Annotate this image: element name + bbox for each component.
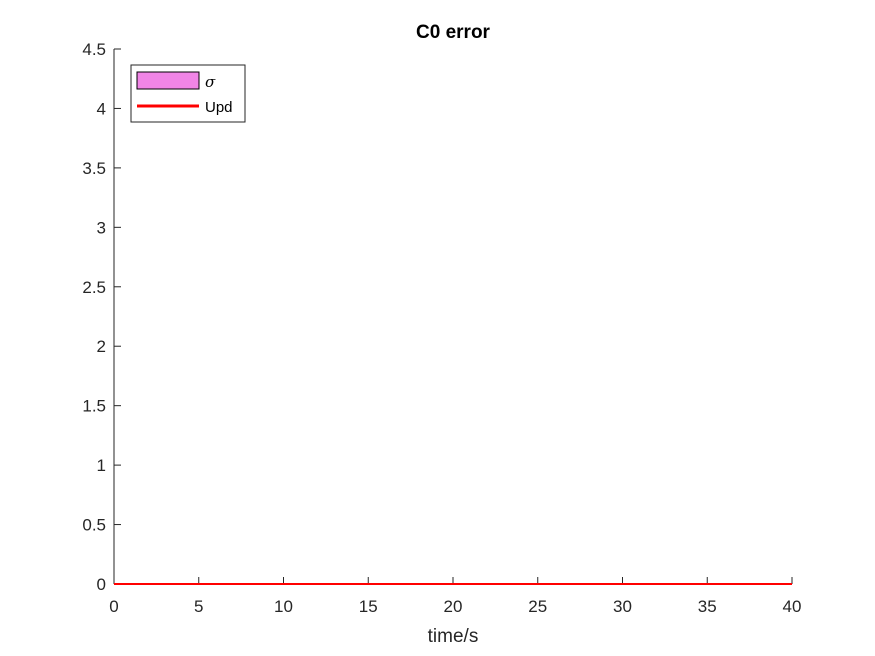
series-layer [114, 583, 792, 585]
x-axis-label: time/s [428, 626, 479, 647]
x-tick-label: 35 [698, 597, 717, 616]
x-ticks: 0 5 10 15 20 25 30 35 40 [109, 577, 801, 616]
y-tick-label: 3 [97, 218, 106, 237]
x-tick-label: 30 [613, 597, 632, 616]
y-tick-label: 4.5 [82, 40, 106, 59]
x-tick-label: 15 [359, 597, 378, 616]
legend-label-upd: Upd [205, 99, 233, 116]
y-tick-label: 4 [97, 99, 106, 118]
x-tick-label: 20 [444, 597, 463, 616]
y-tick-label: 1.5 [82, 397, 106, 416]
x-tick-label: 10 [274, 597, 293, 616]
x-tick-label: 5 [194, 597, 203, 616]
y-tick-label: 3.5 [82, 159, 106, 178]
legend-label-sigma: σ [205, 73, 216, 91]
y-tick-label: 1 [97, 456, 106, 475]
y-tick-label: 2 [97, 337, 106, 356]
y-ticks: 0 0.5 1 1.5 2 2.5 3 3.5 4 4.5 [82, 40, 121, 594]
y-tick-label: 2.5 [82, 278, 106, 297]
chart-title: C0 error [416, 22, 491, 43]
x-tick-label: 0 [109, 597, 118, 616]
x-tick-label: 25 [528, 597, 547, 616]
legend-swatch-sigma [136, 71, 200, 90]
y-tick-label: 0 [97, 575, 106, 594]
y-tick-label: 0.5 [82, 516, 106, 535]
legend: σ Upd [130, 64, 246, 123]
x-tick-label: 40 [783, 597, 802, 616]
